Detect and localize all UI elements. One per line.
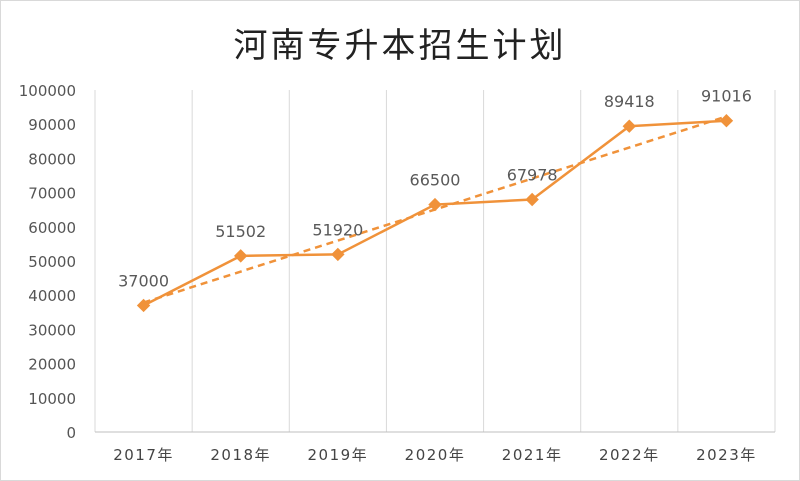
data-point-marker [428,197,442,212]
data-label: 51502 [215,222,266,241]
data-label-layer: 37000 51502 51920 66500 67978 89418 91016 [118,87,752,291]
y-tick-label: 80000 [28,150,76,168]
x-tick-label: 2018年 [210,446,271,464]
data-point-marker [234,249,248,263]
y-tick-label: 60000 [28,219,76,237]
data-point-marker [525,192,539,207]
y-tick-label: 100000 [19,82,76,100]
x-tick-label: 2022年 [599,446,660,464]
data-label: 91016 [701,87,752,106]
data-point-marker [622,119,636,133]
x-tick-label: 2017年 [113,446,174,464]
data-label: 67978 [507,166,558,185]
y-tick-label: 50000 [28,253,76,271]
y-tick-label: 30000 [28,321,76,339]
axis-layer: 0 10000 20000 30000 40000 50000 60000 70000 8000… [19,82,775,464]
y-tick-label: 10000 [28,390,76,408]
x-tick-label: 2021年 [502,446,563,464]
data-point-marker [719,114,734,128]
x-tick-label: 2019年 [308,446,369,464]
data-label: 89418 [604,92,655,111]
y-tick-label: 0 [66,424,76,442]
data-point-marker [136,298,151,313]
data-point-marker [331,247,345,262]
y-tick-label: 20000 [28,356,76,374]
y-tick-label: 40000 [28,287,76,305]
y-tick-label: 90000 [28,116,76,134]
y-tick-label: 70000 [28,185,76,203]
series-layer [136,114,734,313]
chart-title: 河南专升本招生计划 [233,26,567,66]
x-tick-label: 2023年 [696,446,757,464]
grid-layer [94,90,776,432]
data-label: 37000 [118,271,169,290]
series-line [143,119,727,307]
x-tick-label: 2020年 [405,446,466,464]
data-label: 66500 [410,171,461,190]
data-label: 51920 [312,220,363,239]
